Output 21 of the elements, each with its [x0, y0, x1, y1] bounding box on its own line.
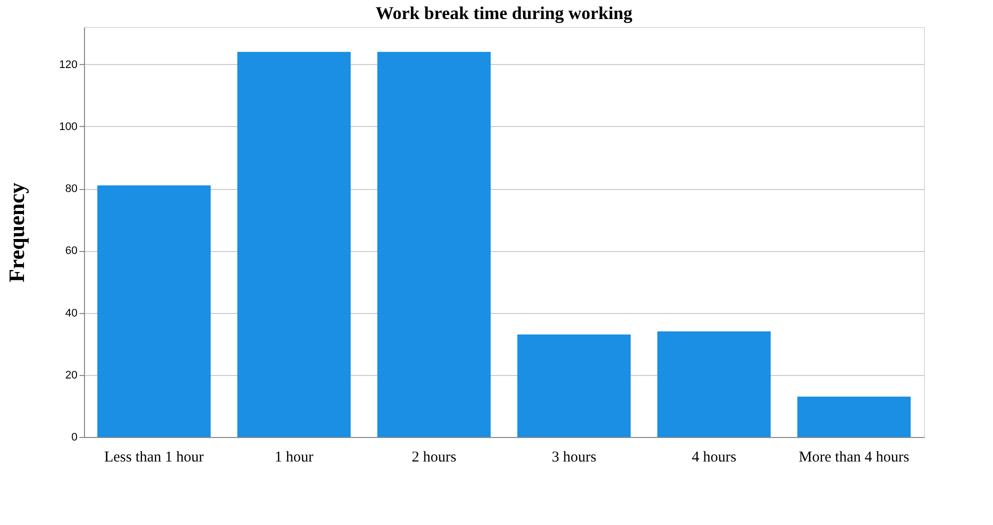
y-tick-label: 80 — [65, 183, 78, 196]
bar — [657, 331, 771, 437]
chart-title: Work break time during working — [376, 3, 632, 23]
x-tick-label: 3 hours — [552, 450, 596, 466]
y-tick-label: 60 — [65, 245, 78, 258]
y-tick-label: 120 — [59, 58, 78, 71]
x-tick-label: 4 hours — [692, 450, 736, 466]
y-tick-label: 0 — [71, 432, 78, 444]
x-tick-label: More than 4 hours — [798, 450, 910, 466]
y-tick-label: 40 — [65, 307, 78, 320]
y-tick-label: 100 — [59, 120, 78, 133]
y-tick-label: 20 — [65, 369, 78, 382]
bar — [237, 52, 351, 437]
bar — [377, 52, 491, 437]
x-tick-label: Less than 1 hour — [104, 450, 204, 466]
y-axis-title: Frequency — [4, 182, 30, 282]
x-tick-label: 1 hour — [274, 450, 314, 466]
x-tick-label: 2 hours — [412, 450, 456, 466]
bar — [797, 396, 911, 437]
bar — [517, 334, 631, 437]
bar — [97, 185, 211, 437]
